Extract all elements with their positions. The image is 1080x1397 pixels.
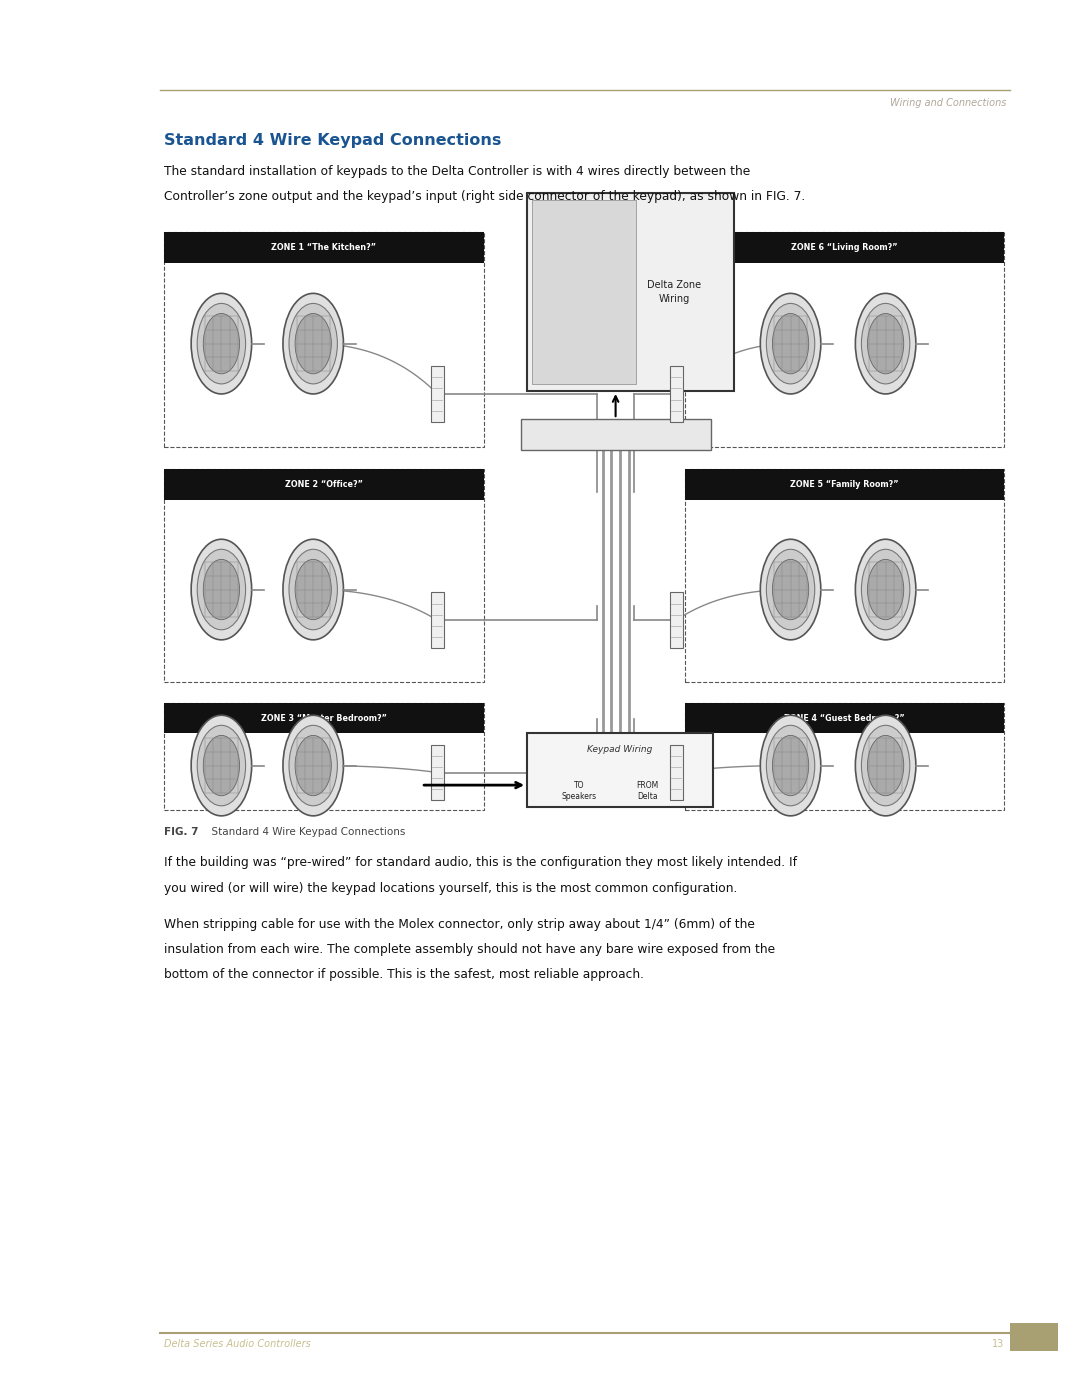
Bar <box>527 193 734 391</box>
Bar <box>164 703 484 733</box>
Text: ZONE 2 “Office?”: ZONE 2 “Office?” <box>285 481 363 489</box>
Ellipse shape <box>855 715 916 816</box>
Ellipse shape <box>772 735 809 796</box>
Bar <box>532 200 636 384</box>
Bar <box>164 232 484 263</box>
Ellipse shape <box>767 549 814 630</box>
Text: ZONE 3 “Master Bedroom?”: ZONE 3 “Master Bedroom?” <box>261 714 387 722</box>
Bar <box>164 469 484 500</box>
Ellipse shape <box>289 549 337 630</box>
Text: ZONE 6 “Living Room?”: ZONE 6 “Living Room?” <box>792 243 897 251</box>
Bar <box>685 232 1004 447</box>
Text: FIG. 7: FIG. 7 <box>164 827 199 837</box>
Ellipse shape <box>855 539 916 640</box>
Bar <box>685 703 1004 810</box>
Bar <box>685 703 1004 733</box>
Ellipse shape <box>283 293 343 394</box>
Bar <box>685 469 1004 500</box>
Ellipse shape <box>191 539 252 640</box>
Ellipse shape <box>760 539 821 640</box>
Bar <box>1010 1323 1058 1351</box>
Ellipse shape <box>295 559 332 620</box>
Ellipse shape <box>191 293 252 394</box>
Text: ZONE 4 “Guest Bedroom?”: ZONE 4 “Guest Bedroom?” <box>784 714 905 722</box>
Ellipse shape <box>862 549 909 630</box>
Text: 13: 13 <box>993 1338 1004 1350</box>
Bar <box>431 745 444 800</box>
Ellipse shape <box>289 725 337 806</box>
Text: Delta Zone
Wiring: Delta Zone Wiring <box>647 281 701 303</box>
Ellipse shape <box>767 725 814 806</box>
Ellipse shape <box>198 303 245 384</box>
Ellipse shape <box>867 735 904 796</box>
Text: ZONE 1 “The Kitchen?”: ZONE 1 “The Kitchen?” <box>271 243 377 251</box>
Text: you wired (or will wire) the keypad locations yourself, this is the most common : you wired (or will wire) the keypad loca… <box>164 882 738 894</box>
Text: When stripping cable for use with the Molex connector, only strip away about 1/4: When stripping cable for use with the Mo… <box>164 918 755 930</box>
Bar <box>521 419 711 450</box>
Ellipse shape <box>191 715 252 816</box>
Ellipse shape <box>760 715 821 816</box>
Ellipse shape <box>203 735 240 796</box>
Text: Standard 4 Wire Keypad Connections: Standard 4 Wire Keypad Connections <box>164 133 501 148</box>
Bar <box>164 469 484 682</box>
Ellipse shape <box>198 725 245 806</box>
Ellipse shape <box>862 725 909 806</box>
Text: The standard installation of keypads to the Delta Controller is with 4 wires dir: The standard installation of keypads to … <box>164 165 751 177</box>
Text: Controller’s zone output and the keypad’s input (right side connector of the key: Controller’s zone output and the keypad’… <box>164 190 806 203</box>
Ellipse shape <box>198 549 245 630</box>
Ellipse shape <box>295 735 332 796</box>
Bar <box>527 733 713 807</box>
Bar <box>685 469 1004 682</box>
Ellipse shape <box>283 539 343 640</box>
Ellipse shape <box>772 559 809 620</box>
Bar <box>431 592 444 648</box>
Ellipse shape <box>203 313 240 374</box>
Text: ZONE 5 “Family Room?”: ZONE 5 “Family Room?” <box>791 481 899 489</box>
Bar <box>685 232 1004 263</box>
Ellipse shape <box>760 293 821 394</box>
Text: Delta Series Audio Controllers: Delta Series Audio Controllers <box>164 1338 311 1350</box>
Bar <box>670 592 683 648</box>
Text: Keypad Wiring: Keypad Wiring <box>588 745 652 753</box>
Ellipse shape <box>867 559 904 620</box>
Ellipse shape <box>862 303 909 384</box>
Ellipse shape <box>772 313 809 374</box>
Text: Wiring and Connections: Wiring and Connections <box>890 98 1007 109</box>
Bar <box>164 703 484 810</box>
Bar <box>431 366 444 422</box>
Ellipse shape <box>295 313 332 374</box>
Ellipse shape <box>867 313 904 374</box>
Bar <box>164 232 484 447</box>
Text: bottom of the connector if possible. This is the safest, most reliable approach.: bottom of the connector if possible. Thi… <box>164 968 644 981</box>
Text: insulation from each wire. The complete assembly should not have any bare wire e: insulation from each wire. The complete … <box>164 943 775 956</box>
Bar <box>670 366 683 422</box>
Text: TO
Speakers: TO Speakers <box>562 781 596 800</box>
Ellipse shape <box>283 715 343 816</box>
Text: If the building was “pre-wired” for standard audio, this is the configuration th: If the building was “pre-wired” for stan… <box>164 856 797 869</box>
Text: Standard 4 Wire Keypad Connections: Standard 4 Wire Keypad Connections <box>205 827 406 837</box>
Ellipse shape <box>855 293 916 394</box>
Bar <box>670 745 683 800</box>
Text: FROM
Delta: FROM Delta <box>636 781 659 800</box>
Ellipse shape <box>767 303 814 384</box>
Ellipse shape <box>203 559 240 620</box>
Ellipse shape <box>289 303 337 384</box>
